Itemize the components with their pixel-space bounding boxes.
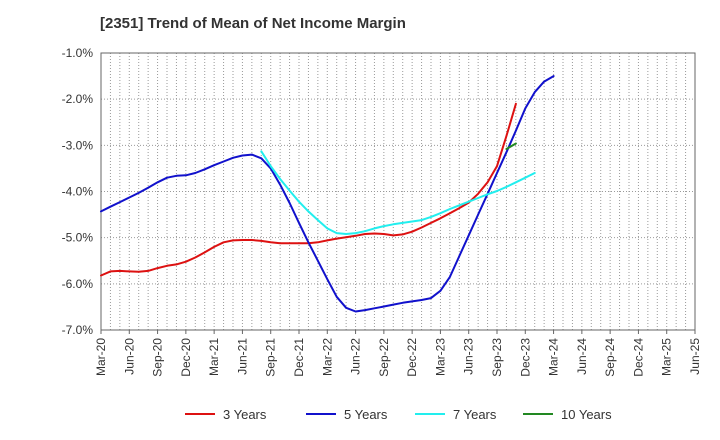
y-tick-label: -5.0% [62, 231, 94, 245]
x-tick-label: Mar-20 [94, 338, 108, 376]
legend: 3 Years 5 Years 7 Years 10 Years [185, 407, 612, 422]
x-tick-label: Jun-25 [688, 338, 702, 375]
x-tick-label: Dec-23 [518, 338, 532, 377]
x-tick-label: Mar-23 [433, 338, 447, 376]
series-line-5-years [100, 75, 555, 313]
chart-title: [2351] Trend of Mean of Net Income Margi… [100, 15, 406, 32]
y-tick-label: -3.0% [62, 138, 94, 152]
x-tick-label: Sep-21 [264, 338, 278, 377]
x-tick-label: Mar-25 [660, 338, 674, 376]
x-tick-label: Jun-24 [575, 338, 589, 375]
series-lines [100, 75, 555, 313]
x-tick-label: Dec-20 [179, 338, 193, 377]
x-tick-label: Jun-22 [349, 338, 363, 375]
x-tick-label: Mar-21 [207, 338, 221, 376]
y-tick-label: -6.0% [62, 277, 94, 291]
x-tick-label: Mar-24 [547, 338, 561, 376]
x-tick-label: Jun-23 [462, 338, 476, 375]
x-tick-label: Jun-21 [235, 338, 249, 375]
x-tick-label: Sep-23 [490, 338, 504, 377]
x-tick-label: Dec-21 [292, 338, 306, 377]
y-tick-label: -7.0% [62, 323, 94, 337]
series-line-7-years [260, 150, 536, 235]
series-line-10-years [505, 142, 517, 150]
x-tick-label: Sep-22 [377, 338, 391, 377]
y-tick-label: -4.0% [62, 185, 94, 199]
x-tick-label: Mar-22 [320, 338, 334, 376]
grid-lines [101, 53, 695, 330]
legend-label: 5 Years [344, 407, 388, 422]
x-tick-label: Sep-20 [151, 338, 165, 377]
x-tick-label: Dec-22 [405, 338, 419, 377]
axes: -1.0%-2.0%-3.0%-4.0%-5.0%-6.0%-7.0%Mar-2… [62, 46, 702, 377]
x-tick-label: Dec-24 [631, 338, 645, 377]
x-tick-label: Jun-20 [122, 338, 136, 375]
x-tick-label: Sep-24 [603, 338, 617, 377]
legend-label: 10 Years [561, 407, 612, 422]
plot-frame [100, 52, 696, 331]
y-tick-label: -2.0% [62, 92, 94, 106]
series-line-3-years [100, 102, 517, 277]
legend-label: 7 Years [453, 407, 497, 422]
y-tick-label: -1.0% [62, 46, 94, 60]
legend-label: 3 Years [223, 407, 267, 422]
